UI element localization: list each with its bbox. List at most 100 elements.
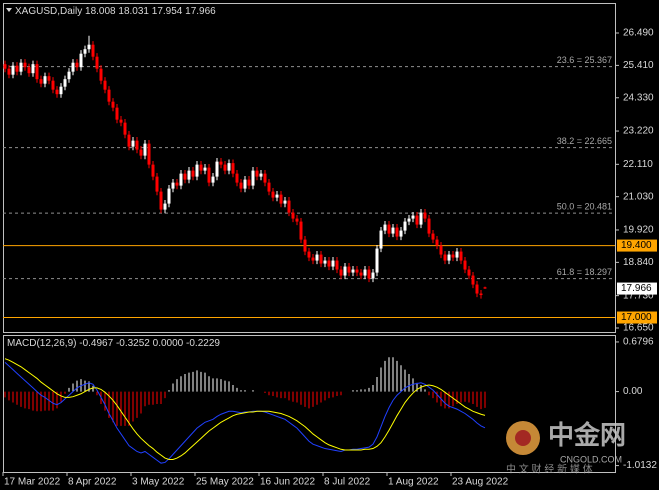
y-tick-label: 21.030 [623,191,654,202]
candle-body [479,293,483,296]
macd-hist: -0.2229 [186,338,220,349]
candle-body [199,164,203,171]
candle-body [387,224,391,234]
fibo-label: 23.6 = 25.367 [557,55,612,65]
fibo-label: 50.0 = 20.481 [557,202,612,212]
candle-body [143,143,147,156]
candle-body [275,194,279,198]
candle-body [207,167,211,183]
main-frame [3,3,616,333]
candle-body [247,179,251,186]
candle-body [59,86,63,95]
y-tick-label: 23.220 [623,126,654,137]
candle-body [79,53,83,68]
candle-body [347,266,351,273]
y-tick-label: 24.330 [623,92,654,103]
candle-body [383,224,387,231]
ohlc-close: 17.966 [185,6,216,17]
x-tick-label: 23 Aug 2022 [452,477,509,488]
macd-signal: -0.3252 [116,338,150,349]
candle-body [47,76,51,81]
macd-main: -0.4967 [79,338,113,349]
candle-body [327,260,331,267]
x-tick-label: 8 Jul 2022 [324,477,371,488]
candle-body [23,62,27,68]
macd-frame [3,335,616,473]
macd-line [4,361,486,464]
candle-body [147,143,151,165]
candle-body [43,76,47,84]
candle-body [51,80,55,90]
candle-body [135,140,139,150]
candle-body [67,71,71,80]
y-tick-label: 18.840 [623,257,654,268]
candle-body [459,251,463,261]
candle-body [447,254,451,261]
candle-body [171,182,175,189]
candle-body [263,173,267,183]
candle-body [475,284,479,294]
candle-body [99,68,103,81]
candle-body [159,191,163,210]
candle-body [339,269,343,276]
candle-body [211,176,215,183]
candle-body [231,163,235,174]
y-tick-label: 19.920 [623,225,654,236]
candle-body [19,62,23,72]
candle-body [251,170,255,186]
candle-body [235,173,239,183]
macd-line [4,358,486,461]
candle-body [359,272,363,276]
candle-body [411,215,415,219]
macd-name: MACD(12,26,9) [7,338,76,349]
candle-body [179,173,183,186]
candle-body [419,212,423,225]
candle-body [259,173,263,177]
watermark-name: 中金网 [548,420,626,450]
symbol: XAGUSD,Daily [15,6,82,17]
macd-title: MACD(12,26,9) -0.4967 -0.3252 0.0000 -0.… [7,338,220,349]
candle-body [191,170,195,177]
candle-body [3,64,7,69]
candle-body [403,221,407,231]
candle-body [243,179,247,189]
candle-body [471,275,475,285]
candle-body [483,287,487,289]
y-tick-label: 25.410 [623,60,654,71]
candle-body [323,260,327,264]
candle-body [55,89,59,95]
candle-body [355,269,359,273]
candle-body [287,200,291,213]
candle-body [83,49,87,54]
candle-body [451,254,455,258]
candle-body [203,167,207,171]
candle-body [71,62,75,72]
candle-body [139,149,143,156]
candle-body [271,191,275,198]
logo-inner [515,430,531,446]
candle-body [103,80,107,90]
fibo-label: 61.8 = 18.297 [557,267,612,277]
x-tick-label: 25 May 2022 [196,477,254,488]
candle-body [395,227,399,237]
candle-body [27,67,31,74]
candle-body [131,140,135,147]
candle-body [295,218,299,222]
candle-body [443,254,447,261]
ohlc-open: 18.008 [85,6,116,17]
candle-body [95,56,99,69]
watermark: 中金网 CNGOLD.COM 中 文 财 经 新 媒 体 [506,420,626,476]
x-tick-label: 16 Jun 2022 [260,477,315,488]
candle-body [175,182,179,186]
candle-body [315,254,319,261]
candle-body [423,212,427,219]
ohlc-low: 17.954 [152,6,183,17]
candle-body [7,68,11,75]
candle-body [195,164,199,177]
candle-body [255,170,259,177]
candle-body [367,269,371,279]
candle-body [391,227,395,234]
candle-body [431,233,435,240]
candle-body [183,173,187,180]
